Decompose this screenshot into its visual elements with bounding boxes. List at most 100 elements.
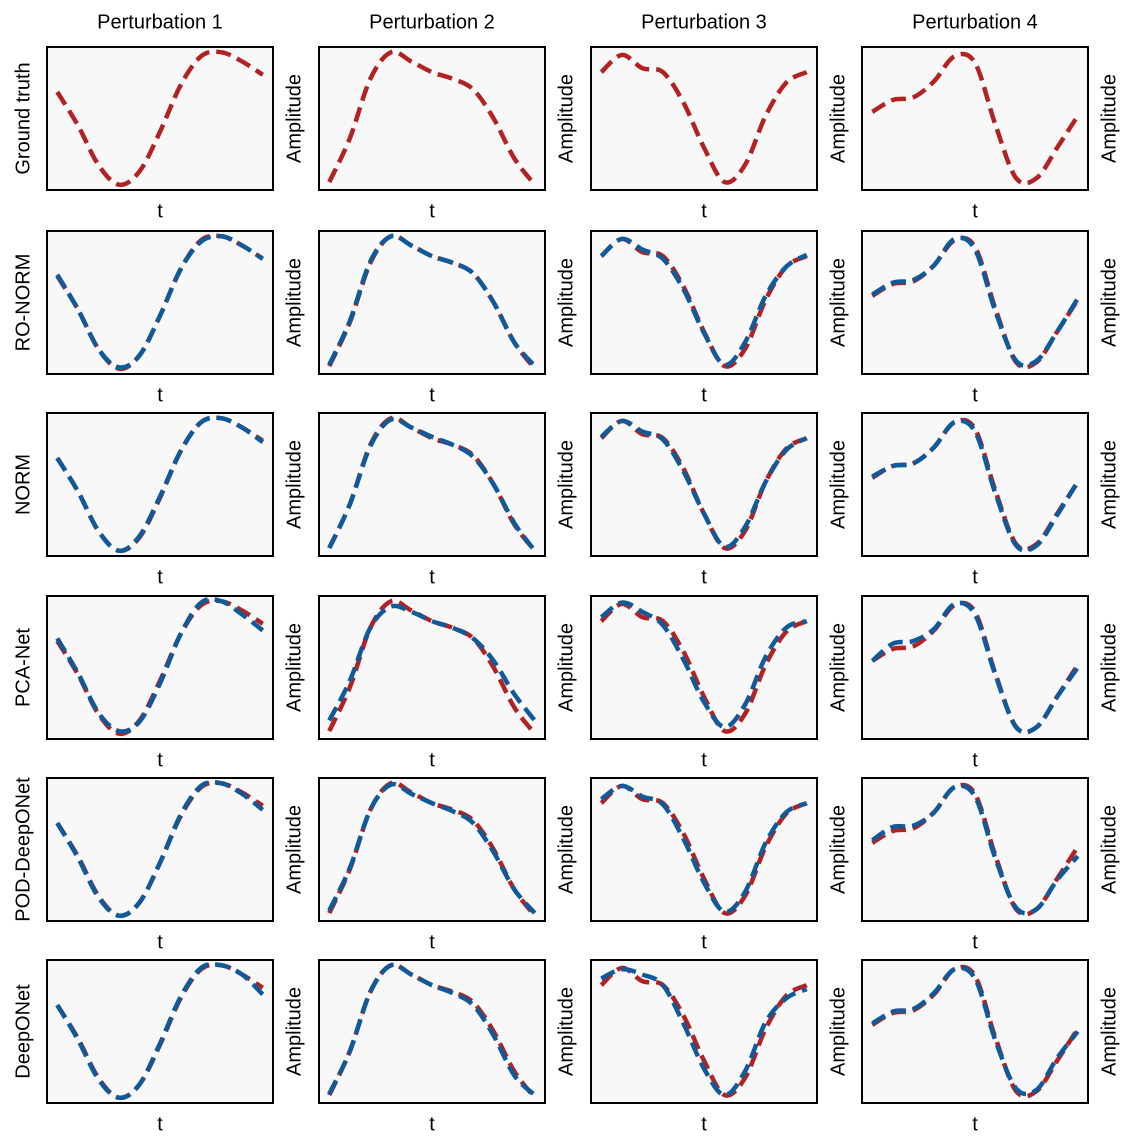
- subplot: t Amplitude: [861, 777, 1120, 953]
- series-line: [55, 233, 264, 370]
- x-axis-label: t: [157, 749, 163, 771]
- plot-background: [862, 413, 1088, 556]
- y-axis-label: Amplitude: [827, 258, 849, 347]
- plot-frame: [318, 595, 546, 740]
- y-axis-label: Amplitude: [827, 623, 849, 712]
- y-axis-label: Amplitude: [555, 805, 577, 894]
- plot-background: [862, 778, 1088, 921]
- x-axis-label: t: [157, 1113, 163, 1135]
- plot-frame: [861, 777, 1089, 922]
- series-line: [327, 49, 537, 187]
- plot-lines: [327, 233, 537, 371]
- series-line: [599, 52, 808, 185]
- plot-frame: [861, 959, 1089, 1104]
- subplot: t Amplitude: [590, 777, 849, 953]
- x-axis-label: t: [701, 749, 707, 771]
- subplot: RO-NORM t Amplitude: [12, 230, 305, 406]
- y-axis-label: Amplitude: [827, 74, 849, 163]
- subplot: t Amplitude: [861, 230, 1120, 406]
- plot-frame: [46, 777, 274, 922]
- plot-frame: [46, 959, 274, 1104]
- y-axis-label: Amplitude: [1098, 440, 1120, 529]
- y-axis-label: Amplitude: [283, 74, 305, 163]
- plot-lines: [55, 596, 265, 737]
- y-axis-label: Amplitude: [1098, 623, 1120, 712]
- series-line: [599, 600, 808, 730]
- x-axis-label: t: [429, 749, 435, 771]
- plot-background: [862, 596, 1088, 739]
- plot-frame: [46, 412, 274, 557]
- plot-frame: [590, 230, 818, 375]
- plot-lines: [599, 600, 808, 734]
- plot-background: [591, 413, 817, 556]
- x-axis-label: t: [701, 931, 707, 953]
- y-axis-label: Amplitude: [555, 74, 577, 163]
- plot-frame: [861, 595, 1089, 740]
- x-axis-label: t: [701, 1113, 707, 1135]
- plot-lines: [55, 961, 265, 1101]
- row-label: POD-DeepONet: [12, 777, 34, 922]
- x-axis-label: t: [429, 200, 435, 222]
- plot-frame: [318, 412, 546, 557]
- subplot: NORM t Amplitude: [12, 412, 305, 588]
- x-axis-label: t: [429, 566, 435, 588]
- series-line: [55, 779, 265, 918]
- subplot: Perturbation 2 t Amplitude: [318, 11, 577, 222]
- plot-frame: [46, 595, 274, 740]
- x-axis-label: t: [972, 931, 978, 953]
- plot-background: [319, 231, 545, 374]
- plot-background: [319, 47, 545, 190]
- subplot: t Amplitude: [861, 959, 1120, 1135]
- plot-background: [862, 960, 1088, 1103]
- x-axis-label: t: [972, 749, 978, 771]
- plot-lines: [327, 962, 537, 1100]
- subplot: t Amplitude: [318, 777, 577, 953]
- plot-frame: [318, 777, 546, 922]
- column-title: Perturbation 3: [641, 11, 767, 33]
- plot-lines: [55, 233, 264, 372]
- subplot: t Amplitude: [861, 595, 1120, 771]
- subplot: t Amplitude: [318, 412, 577, 588]
- plot-frame: [46, 46, 274, 191]
- plot-lines: [55, 779, 265, 919]
- plot-background: [319, 778, 545, 921]
- plot-lines: [599, 418, 808, 551]
- series-line: [327, 598, 537, 736]
- x-axis-label: t: [157, 566, 163, 588]
- x-axis-label: t: [701, 384, 707, 406]
- y-axis-label: Amplitude: [1098, 74, 1120, 163]
- plot-frame: [590, 777, 818, 922]
- plot-background: [862, 231, 1088, 374]
- series-line: [599, 418, 808, 550]
- y-axis-label: Amplitude: [827, 987, 849, 1076]
- series-line: [599, 236, 808, 367]
- plot-frame: [861, 46, 1089, 191]
- y-axis-label: Amplitude: [283, 623, 305, 712]
- plot-background: [47, 596, 273, 739]
- x-axis-label: t: [157, 200, 163, 222]
- row-label: PCA-Net: [12, 628, 34, 707]
- column-title: Perturbation 2: [369, 11, 495, 33]
- y-axis-label: Amplitude: [555, 258, 577, 347]
- plot-lines: [55, 415, 265, 554]
- y-axis-label: Amplitude: [1098, 258, 1120, 347]
- subplot: t Amplitude: [590, 412, 849, 588]
- plot-frame: [318, 230, 546, 375]
- x-axis-label: t: [972, 566, 978, 588]
- plot-lines: [327, 415, 537, 553]
- plot-frame: [861, 230, 1089, 375]
- series-line: [55, 596, 265, 734]
- plot-background: [47, 778, 273, 921]
- plot-frame: [590, 412, 818, 557]
- plot-lines: [870, 782, 1080, 917]
- subplot: t Amplitude: [590, 959, 849, 1135]
- x-axis-label: t: [972, 1113, 978, 1135]
- y-axis-label: Amplitude: [283, 440, 305, 529]
- x-axis-label: t: [972, 384, 978, 406]
- row-label: DeepONet: [12, 984, 34, 1079]
- plot-background: [47, 413, 273, 556]
- plot-background: [591, 960, 817, 1103]
- plot-lines: [871, 964, 1080, 1099]
- plot-lines: [327, 49, 537, 187]
